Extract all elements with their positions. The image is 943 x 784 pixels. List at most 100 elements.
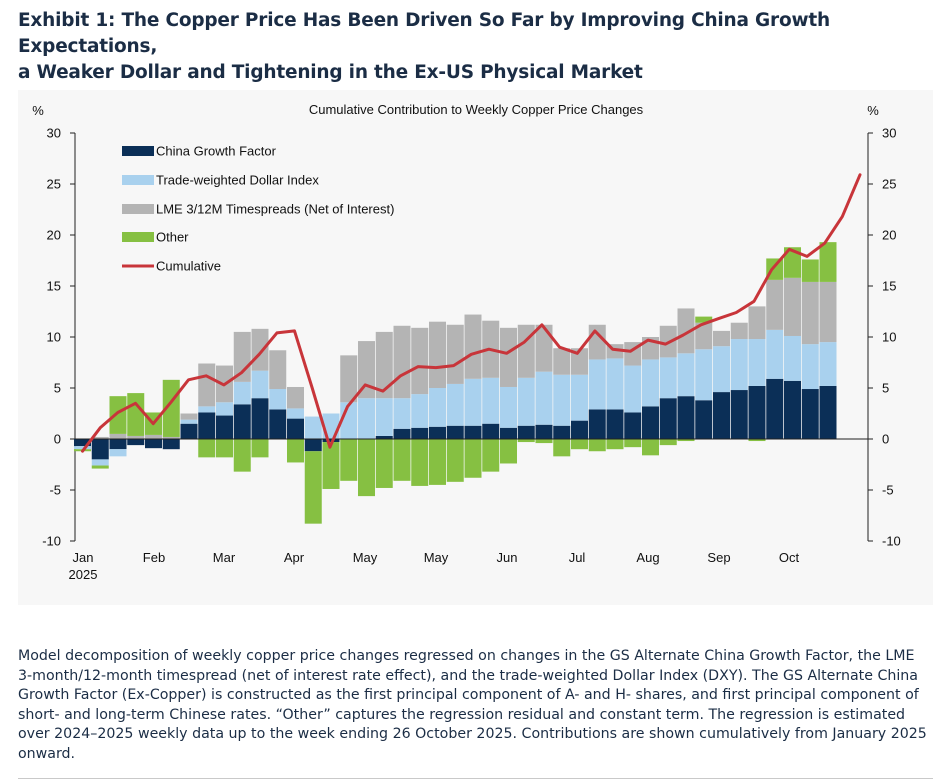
y-axis-unit-right: %: [867, 103, 879, 118]
y-tick-label-right: 10: [882, 330, 896, 345]
chart-svg: Cumulative Contribution to Weekly Copper…: [32, 102, 901, 582]
bar-other: [801, 259, 819, 282]
bar-china: [429, 426, 446, 439]
bar-dollar: [198, 406, 216, 413]
y-tick-label-left: 25: [47, 177, 61, 192]
bar-china: [180, 423, 198, 439]
bar-other: [109, 396, 127, 434]
bar-china: [446, 425, 464, 439]
bar-other: [233, 439, 251, 472]
bar-other: [216, 439, 233, 458]
bar-china: [553, 425, 571, 439]
y-tick-label-left: 0: [54, 432, 61, 447]
x-tick-label: Feb: [143, 550, 165, 565]
y-tick-label-left: 20: [47, 228, 61, 243]
bar-dollar: [429, 388, 446, 427]
x-tick-label: Oct: [779, 550, 800, 565]
y-tick-label-left: 5: [54, 381, 61, 396]
legend-label-other: Other: [156, 230, 189, 245]
bar-china: [677, 396, 695, 439]
bar-lme: [695, 322, 713, 350]
bar-china: [695, 400, 713, 439]
bar-china: [517, 425, 535, 439]
x-tick-label: Sep: [707, 550, 730, 565]
bar-lme: [588, 324, 606, 360]
title-line-2: a Weaker Dollar and Tightening in the Ex…: [18, 62, 643, 83]
bar-lme: [429, 321, 446, 388]
bar-dollar: [642, 359, 659, 407]
bar-china: [571, 420, 588, 439]
bar-lme: [162, 436, 180, 439]
x-tick-label: May: [424, 550, 449, 565]
bar-lme: [233, 331, 251, 382]
bar-lme: [109, 433, 127, 439]
x-tick-label: Jul: [569, 550, 586, 565]
bar-dollar: [482, 377, 500, 424]
bar-lme: [784, 277, 801, 336]
bar-lme: [571, 348, 588, 375]
legend-swatch-other: [122, 232, 154, 242]
bar-china: [748, 385, 766, 439]
bar-china: [216, 415, 233, 439]
bar-china: [287, 418, 304, 439]
bar-other: [91, 465, 109, 469]
bar-dollar: [766, 329, 784, 379]
bar-other: [677, 439, 695, 442]
bar-china: [659, 398, 677, 439]
bar-dollar: [677, 353, 695, 397]
bar-dollar: [748, 339, 766, 386]
bar-dollar: [446, 383, 464, 426]
y-tick-label-right: 15: [882, 279, 896, 294]
bar-dollar: [588, 359, 606, 410]
bar-lme: [730, 322, 748, 340]
bar-dollar: [659, 357, 677, 399]
bar-dollar: [91, 459, 109, 466]
bar-lme: [713, 330, 730, 347]
bar-dollar: [730, 339, 748, 391]
bar-other: [553, 439, 571, 457]
y-tick-label-right: 5: [882, 381, 889, 396]
bar-china: [127, 439, 145, 446]
legend-swatch-lme: [122, 204, 154, 214]
y-axis-unit-left: %: [32, 103, 44, 118]
bar-china: [269, 409, 287, 439]
bar-other: [464, 439, 482, 478]
bar-other: [659, 439, 677, 446]
bar-dollar: [500, 386, 517, 428]
bar-china: [251, 398, 269, 439]
bar-dollar: [464, 378, 482, 426]
bar-dollar: [517, 377, 535, 426]
bar-dollar: [109, 449, 127, 457]
bar-china: [588, 409, 606, 439]
bar-dollar: [411, 394, 429, 428]
bar-dollar: [233, 381, 251, 405]
bar-china: [198, 412, 216, 439]
bar-other: [500, 439, 517, 464]
bar-lme: [801, 281, 819, 345]
exhibit-title: Exhibit 1: The Copper Price Has Been Dri…: [18, 8, 933, 86]
bar-lme: [180, 413, 198, 420]
bar-other: [287, 439, 304, 463]
bar-lme: [553, 348, 571, 375]
chart-area: Cumulative Contribution to Weekly Copper…: [18, 90, 933, 605]
bar-lme: [393, 325, 411, 399]
bar-lme: [677, 308, 695, 354]
bar-lme: [500, 327, 517, 387]
bar-china: [500, 427, 517, 439]
bar-lme: [446, 324, 464, 384]
bar-dollar: [606, 358, 624, 410]
bar-lme: [91, 436, 109, 439]
bar-china: [784, 380, 801, 439]
bar-lme: [198, 363, 216, 407]
x-tick-label: Jun: [497, 550, 518, 565]
bar-dollar: [819, 342, 837, 386]
bar-other: [429, 439, 446, 485]
bar-dollar: [358, 398, 375, 439]
bar-dollar: [784, 335, 801, 381]
y-tick-label-right: 30: [882, 126, 896, 141]
chart-title: Cumulative Contribution to Weekly Copper…: [309, 102, 644, 117]
bar-lme: [464, 314, 482, 379]
bar-other: [340, 439, 358, 481]
y-tick-label-right: 0: [882, 432, 889, 447]
bar-dollar: [713, 346, 730, 393]
